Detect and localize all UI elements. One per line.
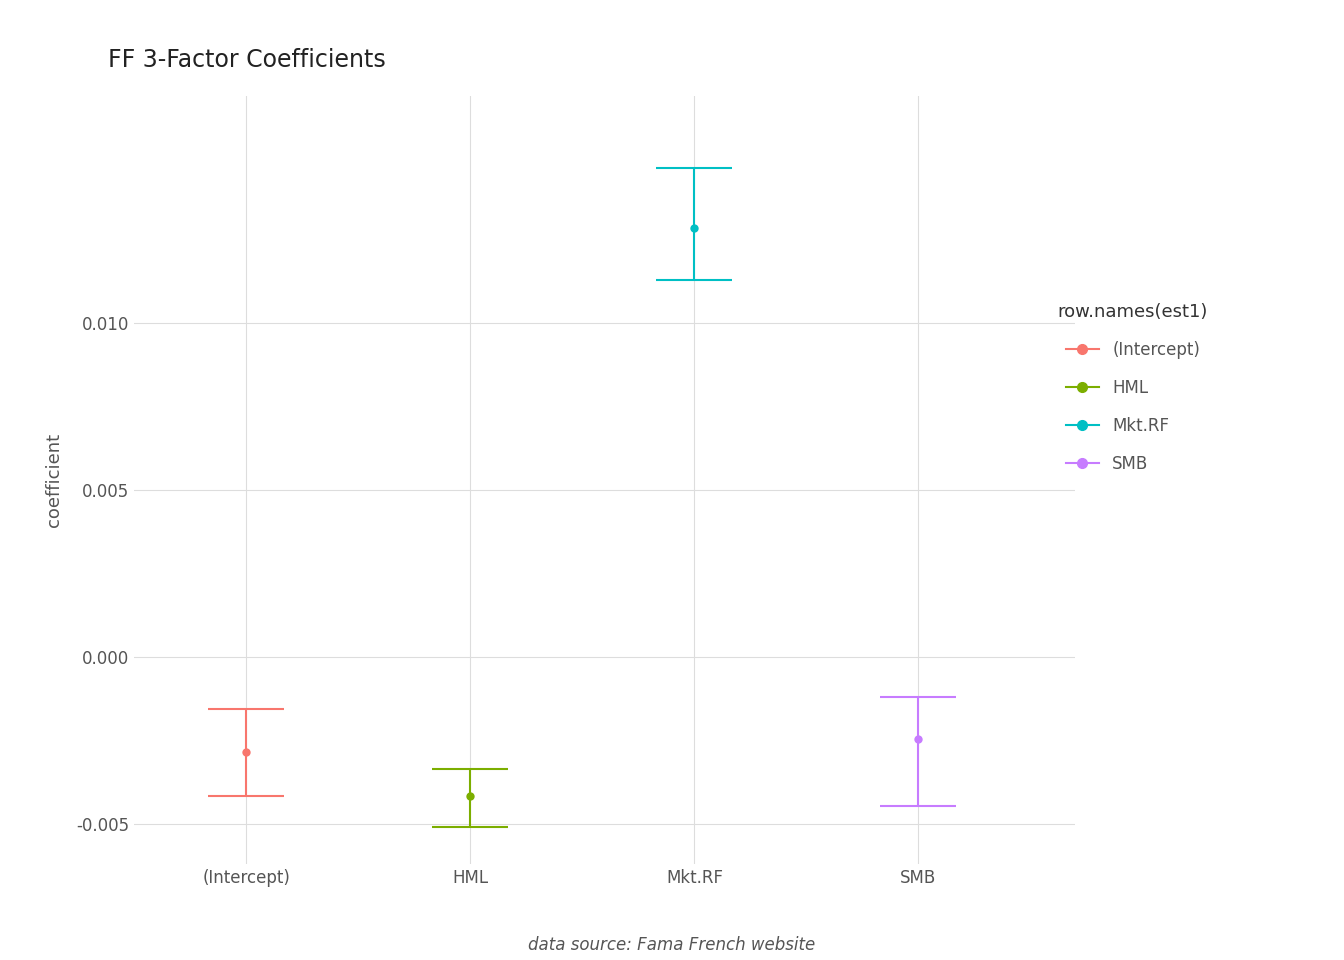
Text: FF 3-Factor Coefficients: FF 3-Factor Coefficients — [108, 48, 386, 72]
Legend: (Intercept), HML, Mkt.RF, SMB: (Intercept), HML, Mkt.RF, SMB — [1058, 302, 1208, 473]
Text: data source: Fama French website: data source: Fama French website — [528, 936, 816, 954]
Y-axis label: coefficient: coefficient — [44, 433, 63, 527]
